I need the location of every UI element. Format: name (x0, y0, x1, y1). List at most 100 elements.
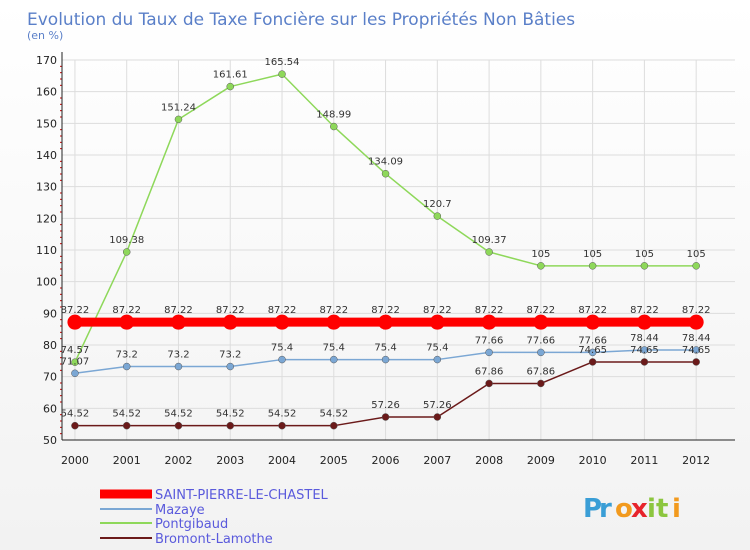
data-label: 73.2 (167, 350, 189, 361)
data-label: 87.22 (319, 305, 348, 316)
data-point (274, 314, 290, 330)
data-label: 87.22 (630, 305, 659, 316)
data-label: 87.22 (61, 305, 90, 316)
data-point (692, 346, 700, 354)
y-tick-label: 80 (43, 339, 57, 352)
x-tick-label: 2010 (579, 454, 607, 467)
data-point (67, 314, 83, 330)
data-point (330, 122, 338, 131)
y-tick-label: 110 (36, 244, 57, 257)
y-tick-label: 140 (36, 149, 57, 162)
data-point (640, 358, 649, 366)
data-label: 77.66 (578, 335, 607, 346)
data-label: 87.22 (164, 305, 193, 316)
legend-label: Mazaye (155, 503, 205, 518)
data-point (537, 348, 545, 357)
legend-label: SAINT-PIERRE-LE-CHASTEL (155, 488, 329, 503)
data-point (278, 421, 286, 430)
x-tick-label: 2002 (164, 454, 192, 467)
logo-letter: i (672, 494, 681, 524)
data-label: 87.22 (112, 305, 141, 316)
data-label: 87.22 (682, 305, 711, 316)
data-point (537, 379, 545, 388)
data-label: 78.44 (630, 333, 659, 344)
data-label: 54.52 (112, 409, 141, 420)
data-label: 54.52 (319, 409, 348, 420)
data-label: 74.65 (630, 345, 659, 356)
x-tick-label: 2012 (682, 454, 710, 467)
data-point (588, 358, 597, 366)
data-point (174, 362, 183, 371)
data-label: 87.22 (475, 305, 504, 316)
data-label: 87.22 (423, 305, 452, 316)
data-point (122, 248, 131, 256)
y-tick-label: 70 (43, 371, 57, 384)
legend-label: Bromont-Lamothe (155, 532, 273, 547)
data-point (330, 355, 338, 364)
data-label: 54.52 (164, 409, 193, 420)
data-point (381, 413, 390, 421)
data-label: 74.65 (682, 345, 711, 356)
data-point (381, 169, 390, 178)
data-point (481, 314, 497, 330)
data-point (688, 314, 704, 330)
data-label: 57.26 (371, 400, 400, 411)
x-tick-label: 2007 (423, 454, 451, 467)
data-label: 109.38 (109, 235, 144, 246)
x-tick-label: 2005 (320, 454, 348, 467)
chart-title: Evolution du Taux de Taxe Foncière sur l… (27, 10, 575, 30)
data-label: 73.2 (219, 350, 241, 361)
data-label: 87.22 (371, 305, 400, 316)
data-point (122, 421, 131, 430)
data-point (381, 355, 390, 364)
data-label: 109.37 (472, 235, 507, 246)
data-label: 67.86 (527, 366, 556, 377)
data-point (278, 70, 286, 78)
y-tick-label: 170 (36, 54, 57, 67)
data-label: 77.66 (475, 335, 504, 346)
y-tick-label: 50 (43, 434, 57, 447)
data-point (433, 413, 442, 421)
data-point (588, 262, 597, 270)
data-label: 105 (583, 249, 602, 260)
data-point (585, 314, 601, 330)
data-label: 77.66 (527, 335, 556, 346)
x-tick-label: 2000 (61, 454, 89, 467)
data-label: 75.4 (426, 343, 448, 354)
data-point (170, 314, 186, 330)
data-label: 75.4 (374, 343, 396, 354)
y-tick-label: 160 (36, 86, 57, 99)
chart-subtitle: (en %) (27, 29, 63, 42)
logo-letter: P (583, 494, 602, 524)
data-label: 78.44 (682, 333, 711, 344)
data-point (330, 421, 338, 430)
data-label: 87.22 (578, 305, 607, 316)
data-point (485, 248, 493, 256)
data-label: 134.09 (368, 157, 403, 168)
data-label: 74.65 (578, 345, 607, 356)
data-point (122, 362, 131, 371)
data-label: 87.22 (268, 305, 297, 316)
data-point (537, 262, 545, 270)
data-point (226, 82, 234, 91)
data-label: 151.24 (161, 102, 196, 113)
data-point (433, 212, 442, 220)
data-point (640, 262, 649, 270)
data-point (71, 421, 79, 430)
y-tick-label: 100 (36, 276, 57, 289)
x-tick-label: 2009 (527, 454, 555, 467)
data-point (692, 358, 700, 366)
data-label: 54.52 (216, 409, 245, 420)
logo-letter: r (599, 494, 612, 524)
x-tick-label: 2006 (372, 454, 400, 467)
data-point (433, 355, 442, 364)
data-point (71, 358, 79, 366)
data-point (485, 348, 493, 357)
data-point (429, 314, 445, 330)
data-point (119, 314, 135, 330)
data-point (588, 348, 597, 357)
y-tick-label: 120 (36, 212, 57, 225)
data-label: 105 (531, 249, 550, 260)
data-point (640, 346, 649, 354)
